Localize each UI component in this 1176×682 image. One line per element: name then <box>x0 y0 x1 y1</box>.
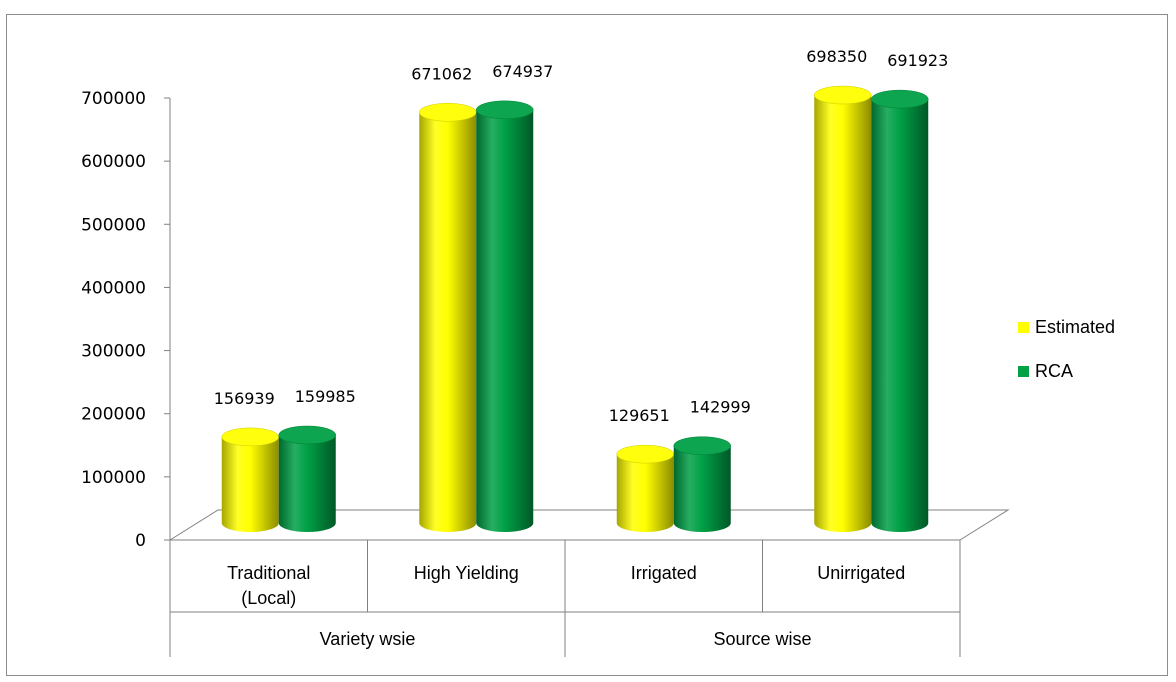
bar-estimated-unirrigated <box>814 95 872 532</box>
y-tick-label: 200000 <box>81 405 146 425</box>
x-group-label: Source wise <box>713 629 811 649</box>
x-tick-label: Unirrigated <box>817 563 905 583</box>
data-label-estimated-unirrigated: 698350 <box>806 47 867 66</box>
y-tick-label: 300000 <box>81 342 146 362</box>
bar-top-estimated-irrigated <box>616 444 674 464</box>
bar-top-rca-high-yielding <box>476 100 534 120</box>
legend-swatch-estimated <box>1018 322 1029 333</box>
chart-floor <box>169 509 1010 541</box>
bar-top-estimated-unirrigated <box>814 85 872 105</box>
y-tick-label: 100000 <box>81 468 146 488</box>
bar-top-rca-traditional-local <box>278 425 336 445</box>
legend-label-rca: RCA <box>1035 361 1073 381</box>
data-label-rca-traditional-local: 159985 <box>295 387 356 406</box>
chart-frame <box>6 14 1168 676</box>
x-tick-label: (Local) <box>241 588 296 608</box>
bar-top-estimated-high-yielding <box>419 103 477 122</box>
bar-top-rca-unirrigated <box>871 89 929 109</box>
bar-top-estimated-traditional-local <box>221 427 279 447</box>
bar-estimated-irrigated <box>616 454 674 532</box>
bar-top-rca-irrigated <box>673 436 731 455</box>
x-group-label: Variety wsie <box>320 629 416 649</box>
data-label-rca-irrigated: 142999 <box>690 398 751 417</box>
x-tick-label: Irrigated <box>631 563 697 583</box>
legend-label-estimated: Estimated <box>1035 317 1115 337</box>
y-tick-label: 400000 <box>81 278 146 298</box>
bar-estimated-high-yielding <box>419 112 477 532</box>
data-label-estimated-traditional-local: 156939 <box>214 389 275 408</box>
y-tick-label: 700000 <box>81 89 146 109</box>
y-tick-label: 600000 <box>81 152 146 172</box>
bar-rca-traditional-local <box>278 434 336 532</box>
data-label-estimated-irrigated: 129651 <box>609 406 670 425</box>
x-tick-label: Traditional <box>227 563 310 583</box>
data-label-estimated-high-yielding: 671062 <box>411 64 472 83</box>
y-tick-label: 0 <box>135 531 146 551</box>
data-label-rca-high-yielding: 674937 <box>492 62 553 81</box>
bar-rca-high-yielding <box>476 109 534 532</box>
bar-rca-unirrigated <box>871 99 929 533</box>
x-tick-label: High Yielding <box>414 563 519 583</box>
bar-estimated-traditional-local <box>221 436 279 532</box>
y-tick-label: 500000 <box>81 215 146 235</box>
legend-swatch-rca <box>1018 366 1029 377</box>
data-label-rca-unirrigated: 691923 <box>887 51 948 70</box>
bar-rca-irrigated <box>673 445 731 532</box>
